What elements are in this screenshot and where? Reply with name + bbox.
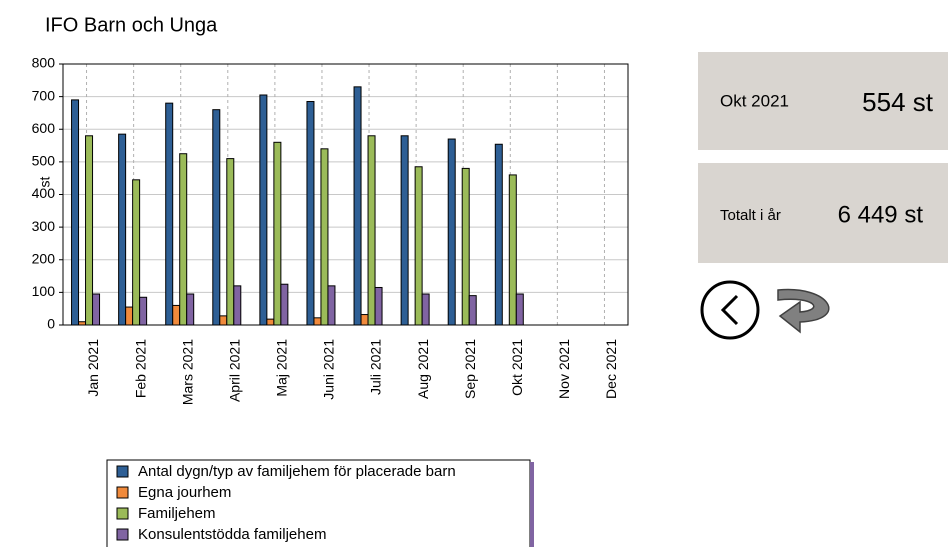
bar — [165, 102, 174, 326]
legend-swatch — [116, 507, 129, 520]
bar — [259, 94, 268, 326]
kpi-card — [698, 163, 948, 263]
bar — [132, 179, 141, 326]
legend-edge — [530, 462, 534, 547]
bar — [367, 135, 376, 326]
bar — [212, 109, 221, 326]
chart-title: IFO Barn och Unga — [45, 14, 218, 36]
y-tick-label: 700 — [32, 87, 56, 103]
y-tick-label: 200 — [32, 250, 56, 266]
bar — [78, 321, 87, 326]
legend-label: Familjehem — [138, 505, 216, 522]
kpi-label: Okt 2021 — [720, 91, 789, 110]
kpi-label: Totalt i år — [720, 207, 781, 224]
bar — [71, 99, 80, 326]
x-tick-label: Juni 2021 — [321, 339, 337, 400]
bar — [468, 295, 477, 326]
bar — [306, 101, 315, 326]
plot-frame — [62, 63, 629, 326]
bar — [139, 296, 148, 326]
x-tick-label: Mars 2021 — [179, 339, 195, 405]
y-tick-label: 300 — [32, 218, 56, 234]
kpi-card — [698, 52, 948, 150]
bar — [374, 286, 383, 326]
x-tick-label: Dec 2021 — [603, 339, 619, 399]
bar — [353, 86, 362, 326]
x-tick-label: Maj 2021 — [274, 339, 290, 397]
x-tick-label: Juli 2021 — [368, 339, 384, 395]
legend-swatch — [116, 528, 129, 541]
x-tick-label: Aug 2021 — [415, 339, 431, 399]
bar — [400, 135, 409, 326]
y-tick-label: 100 — [32, 283, 56, 299]
bar — [172, 304, 181, 326]
x-tick-label: Nov 2021 — [556, 339, 572, 399]
bar — [179, 153, 188, 326]
legend-label: Egna jourhem — [138, 484, 231, 501]
y-tick-label: 500 — [32, 153, 56, 169]
bar — [360, 314, 369, 326]
legend-label: Antal dygn/typ av familjehem för placera… — [138, 463, 456, 480]
back-button[interactable] — [700, 280, 760, 340]
y-tick-label: 800 — [32, 55, 56, 71]
y-axis-label: st — [37, 176, 53, 187]
bar — [508, 174, 517, 326]
legend-swatch — [116, 486, 129, 499]
x-tick-label: Okt 2021 — [509, 339, 525, 396]
legend-swatch — [116, 465, 129, 478]
legend-box — [106, 459, 531, 547]
x-tick-label: April 2021 — [226, 339, 242, 402]
bar — [280, 283, 289, 326]
undo-icon[interactable] — [777, 288, 830, 334]
y-tick-label: 600 — [32, 120, 56, 136]
kpi-value: 6 449 st — [838, 201, 924, 228]
bar — [494, 143, 503, 326]
x-tick-label: Sep 2021 — [462, 339, 478, 399]
bar — [515, 293, 524, 326]
bar — [118, 133, 127, 326]
bar — [233, 285, 242, 326]
bar — [85, 135, 94, 326]
bar — [414, 166, 423, 326]
y-tick-label: 400 — [32, 185, 56, 201]
bar — [219, 315, 228, 326]
bar — [447, 138, 456, 326]
bar — [327, 285, 336, 326]
x-tick-label: Feb 2021 — [132, 339, 148, 398]
bar — [313, 317, 322, 326]
y-tick-label: 0 — [47, 316, 55, 332]
kpi-value: 554 st — [862, 87, 934, 117]
bar — [320, 148, 329, 326]
bar — [226, 158, 235, 326]
bar — [273, 141, 282, 326]
bar — [266, 318, 275, 326]
bar — [186, 293, 195, 326]
bar — [421, 293, 430, 326]
x-tick-label: Jan 2021 — [85, 339, 101, 397]
bar — [461, 167, 470, 326]
bar — [92, 293, 101, 326]
legend-label: Konsulentstödda familjehem — [138, 526, 326, 543]
bar — [125, 306, 134, 326]
